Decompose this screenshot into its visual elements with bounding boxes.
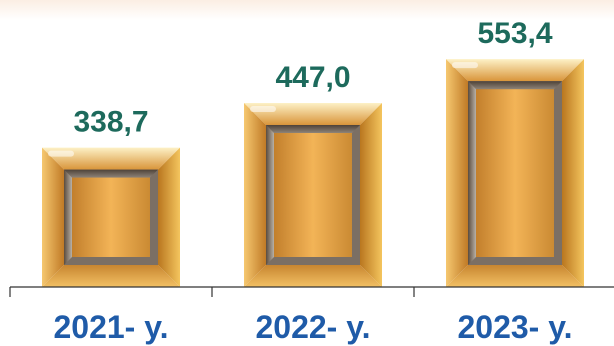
bar-face <box>72 177 150 257</box>
bar-inner-top <box>64 169 158 178</box>
bar-bevel-bottom <box>42 265 180 287</box>
bar-inner-left <box>266 124 274 265</box>
bar-highlight <box>452 62 478 69</box>
bar-bevel-top <box>446 59 584 82</box>
bar-face <box>476 89 554 257</box>
top-band <box>0 0 614 20</box>
x-axis <box>9 286 614 297</box>
bar-inner-left <box>468 81 476 265</box>
bars-layer <box>42 59 584 287</box>
bar-bevel-left <box>42 147 64 287</box>
bar-highlight <box>250 105 276 112</box>
labels-layer: 338,7 2021- y. 447,0 2022- y. 553,4 2023- y. <box>53 17 572 345</box>
bar-inner-top <box>468 81 562 90</box>
bar-bevel-top <box>244 102 382 125</box>
bar-bevel-left <box>446 59 468 287</box>
value-label-1: 338,7 <box>73 106 148 139</box>
bar-inner-top <box>266 124 360 133</box>
category-label-2: 2022- y. <box>255 309 370 345</box>
bar-bevel-right <box>158 147 180 287</box>
category-label-3: 2023- y. <box>457 309 572 345</box>
category-label-1: 2021- y. <box>53 309 168 345</box>
value-label-2: 447,0 <box>275 61 350 94</box>
bar-bevel-right <box>360 102 382 287</box>
bar-bevel-bottom <box>244 265 382 287</box>
bar-inner-left <box>64 169 72 265</box>
bar-1 <box>42 147 180 287</box>
bar-face <box>274 132 352 257</box>
bar-2 <box>244 102 382 287</box>
bar-bevel-left <box>244 102 266 287</box>
bar-highlight <box>48 150 74 157</box>
bar-bevel-bottom <box>446 265 584 287</box>
bar-bevel-right <box>562 59 584 287</box>
bar-3 <box>446 59 584 287</box>
value-label-3: 553,4 <box>477 17 552 50</box>
bar-bevel-top <box>42 147 180 170</box>
